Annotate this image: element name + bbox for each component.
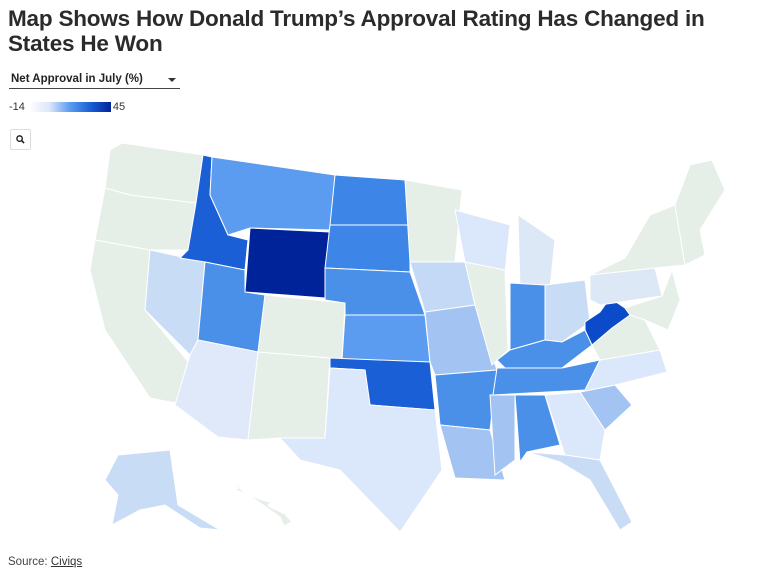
state-la[interactable] <box>439 424 506 481</box>
state-nm[interactable] <box>247 351 331 441</box>
state-mn[interactable] <box>404 179 463 263</box>
state-al[interactable] <box>514 394 561 464</box>
state-nd[interactable] <box>329 174 411 226</box>
state-ak[interactable] <box>104 449 221 531</box>
chevron-down-icon <box>168 78 176 82</box>
state-hi[interactable] <box>231 482 293 527</box>
state-ny[interactable] <box>589 204 686 276</box>
metric-dropdown-value: Net Approval in July (%) <box>11 73 143 85</box>
state-ga[interactable] <box>544 391 606 461</box>
state-md-de-nj[interactable] <box>624 268 681 331</box>
page-title: Map Shows How Donald Trump’s Approval Ra… <box>8 6 705 56</box>
state-in[interactable] <box>509 282 546 351</box>
legend-max: 45 <box>112 101 126 113</box>
state-wy[interactable] <box>244 227 331 299</box>
state-mt[interactable] <box>209 156 336 236</box>
color-legend: -14 45 <box>9 101 125 113</box>
search-icon <box>16 135 25 144</box>
state-ar[interactable] <box>434 369 498 431</box>
state-mi[interactable] <box>517 214 556 291</box>
zoom-button[interactable] <box>10 129 31 150</box>
source-label: Source: <box>8 556 51 568</box>
legend-min: -14 <box>9 101 25 113</box>
state-fl[interactable] <box>526 451 633 531</box>
state-az[interactable] <box>174 339 259 441</box>
state-ks[interactable] <box>341 314 431 363</box>
state-new-england[interactable] <box>674 159 726 266</box>
state-tx[interactable] <box>278 367 443 533</box>
legend-gradient <box>28 102 111 112</box>
state-sd[interactable] <box>324 224 411 273</box>
state-ms[interactable] <box>489 394 516 476</box>
state-co[interactable] <box>257 294 346 361</box>
source-note: Source: Civiqs <box>8 556 82 568</box>
state-oh[interactable] <box>544 279 591 343</box>
source-link[interactable]: Civiqs <box>50 556 83 568</box>
metric-dropdown[interactable]: Net Approval in July (%) <box>9 70 180 89</box>
